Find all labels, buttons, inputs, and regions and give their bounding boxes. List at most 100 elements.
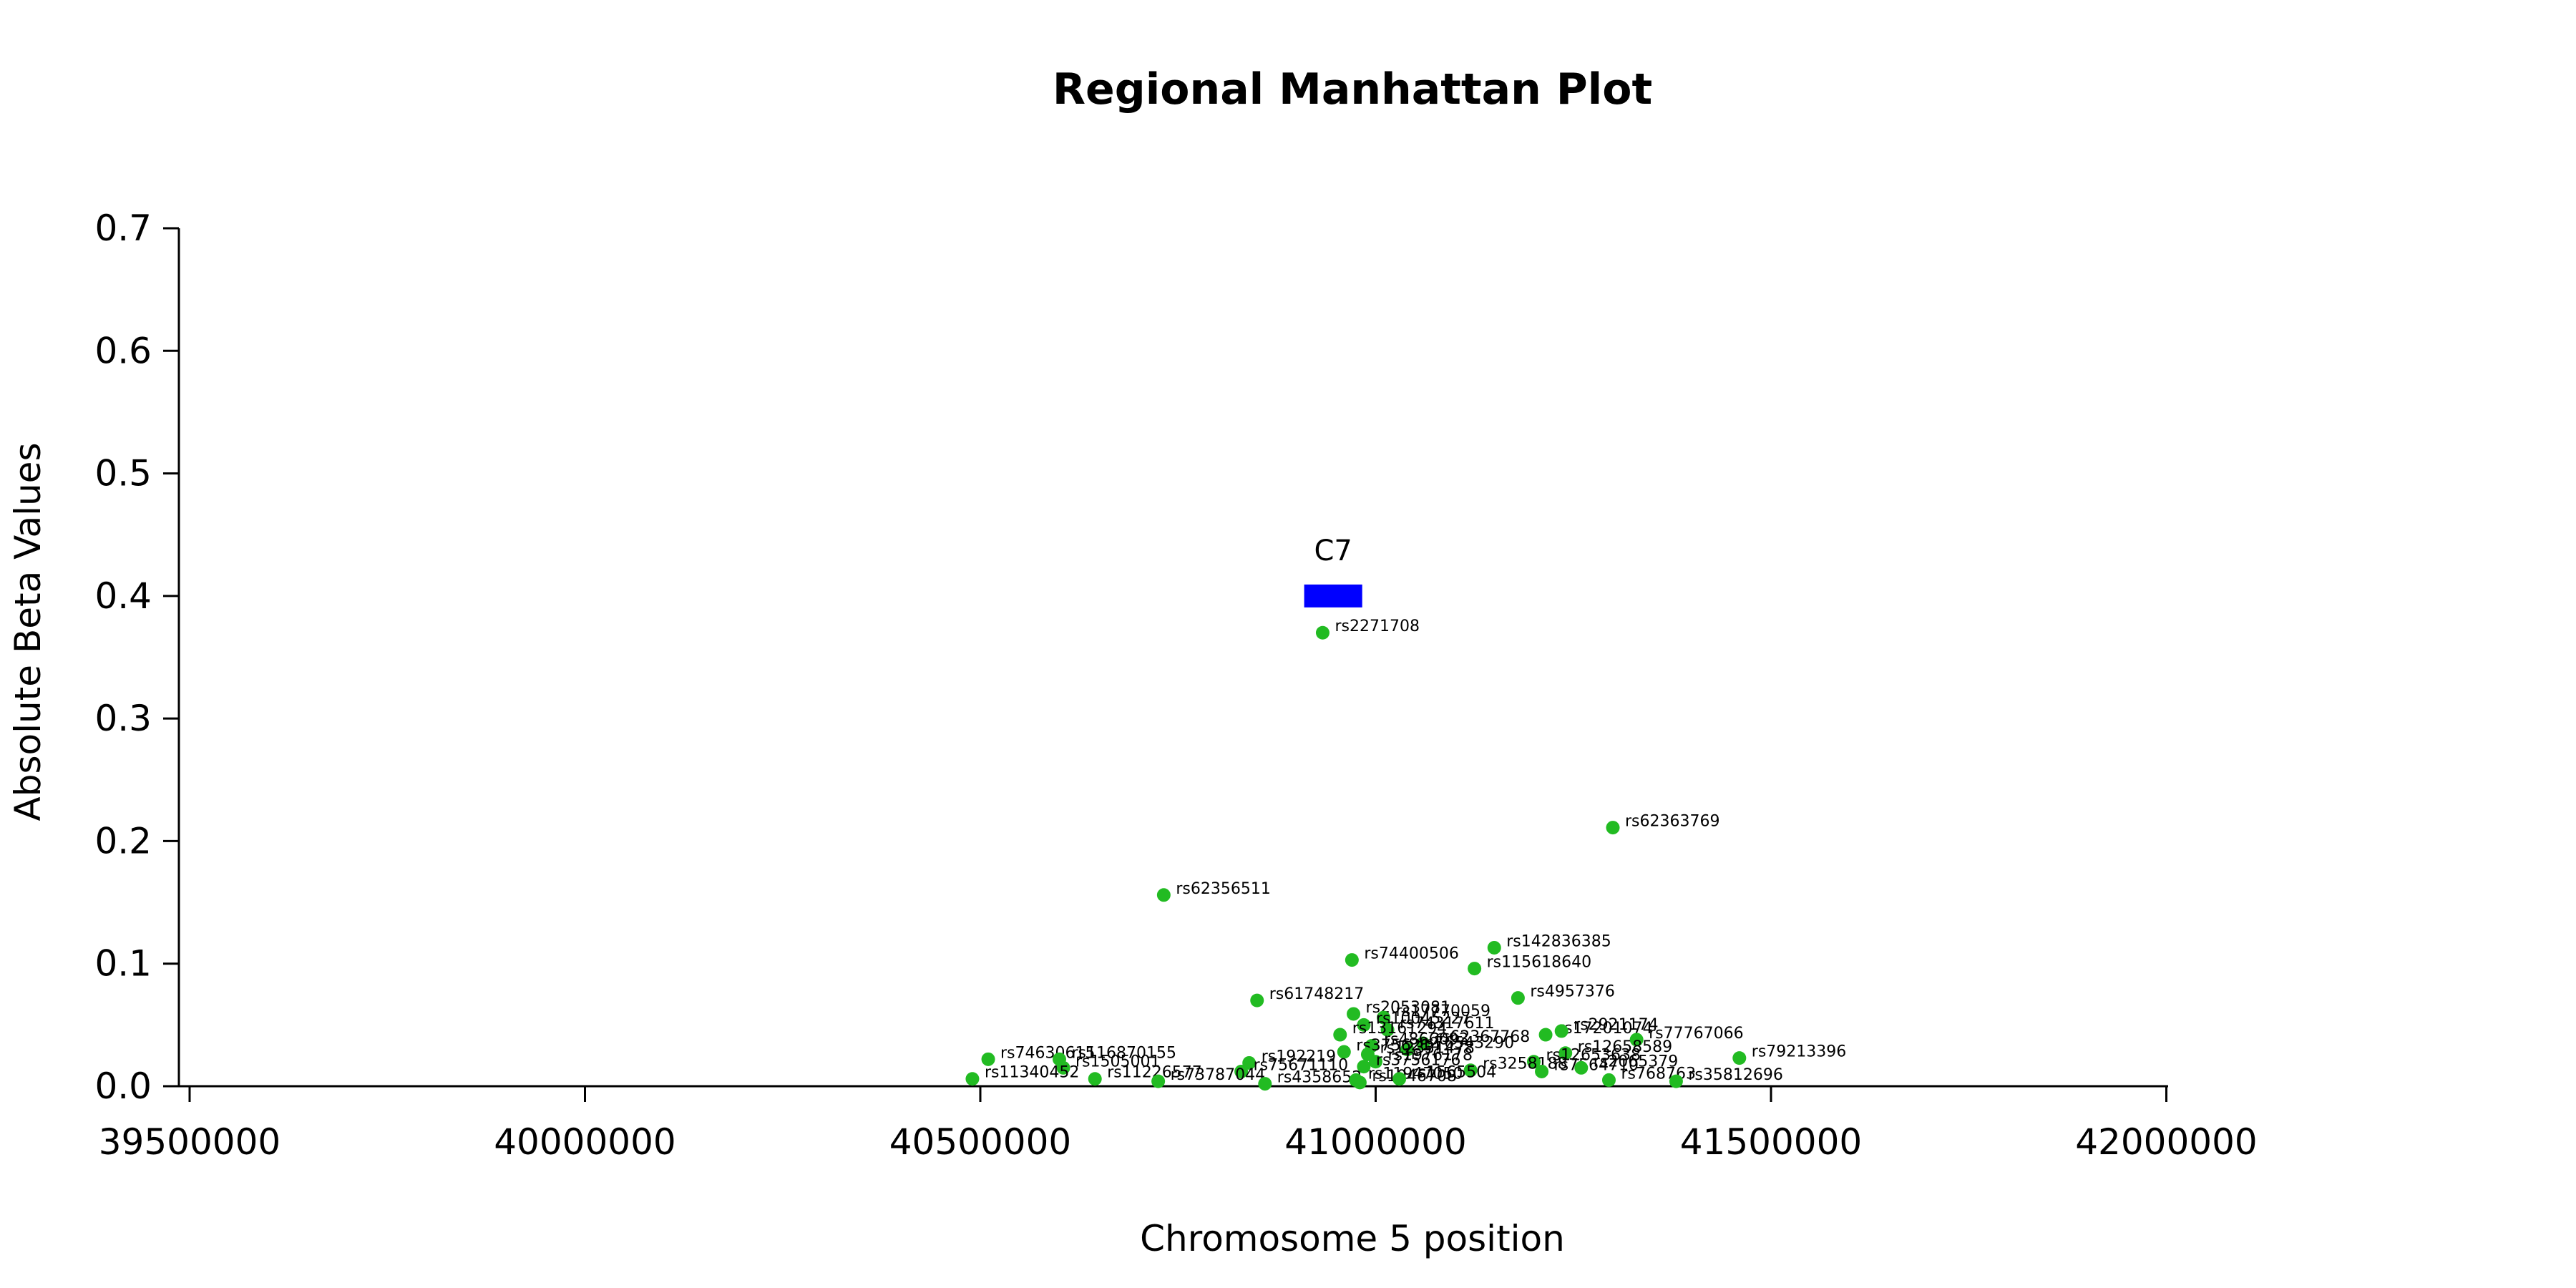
snp-point (1242, 1055, 1257, 1070)
snp-point (965, 1072, 980, 1086)
snp-label: rs73787044 (1171, 1066, 1265, 1084)
snp-label: rs115618640 (1487, 954, 1591, 972)
y-tick-label: 0.4 (94, 575, 152, 617)
snp-point (1315, 625, 1330, 640)
snp-point (1352, 1075, 1367, 1090)
snp-label: rs2065379 (1594, 1053, 1679, 1070)
snp-point (1369, 1055, 1382, 1069)
snp-point (1337, 1045, 1351, 1059)
snp-point (1400, 1043, 1415, 1057)
snp-label: rs76543290 (1420, 1035, 1514, 1053)
snp-point (1357, 1018, 1371, 1032)
x-ticks: 39500000 40000000 40500000 41000000 41500000… (99, 1086, 2258, 1163)
snp-label: rs1505001 (1075, 1053, 1161, 1070)
snp-label: rs17770059 (1396, 1002, 1491, 1020)
snp-points: rs2271708 rs62363769 rs62356511 rs142836385… (965, 618, 1846, 1091)
snp-label: rs4866093 (1384, 1030, 1469, 1048)
snp-label: rs3756176 (1376, 1052, 1461, 1070)
snp-point (1574, 1060, 1589, 1075)
y-tick-label: 0.5 (94, 453, 152, 494)
snp-point (1558, 1046, 1573, 1060)
snp-point (1357, 1060, 1371, 1074)
snp-point (1606, 821, 1620, 835)
snp-point (1088, 1072, 1102, 1086)
snp-label: rs2271708 (1335, 618, 1420, 635)
snp-label: rs12331478 (1380, 1039, 1474, 1057)
snp-point (1416, 1036, 1430, 1050)
snp-point (1347, 1007, 1361, 1021)
snp-label: rs192219 (1262, 1048, 1337, 1065)
snp-label: rs2921174 (1574, 1016, 1659, 1034)
snp-label: rs12653638 (1546, 1047, 1641, 1065)
snp-label: rs61748217 (1269, 985, 1364, 1003)
x-axis-label: Chromosome 5 position (1140, 1218, 1565, 1259)
snp-label: rs77767066 (1649, 1025, 1743, 1043)
snp-point (1156, 888, 1171, 902)
snp-point (1535, 1064, 1549, 1078)
snp-label: rs62356511 (1176, 880, 1270, 898)
y-tick-label: 0.6 (94, 330, 152, 371)
snp-label: rs74317611 (1400, 1015, 1494, 1033)
snp-point (1234, 1064, 1249, 1078)
snp-point (1345, 953, 1359, 967)
snp-point (1538, 1028, 1553, 1042)
snp-label: rs35812696 (1688, 1066, 1782, 1084)
snp-label: rs11947050 (1368, 1065, 1463, 1083)
snp-point (1250, 993, 1264, 1008)
snp-point (1463, 1063, 1478, 1078)
axes (177, 228, 2168, 1088)
snp-point (1377, 1010, 1391, 1025)
gene-bar (1304, 584, 1362, 608)
snp-label: rs142836385 (1506, 932, 1611, 950)
snp-label: rs79213396 (1752, 1043, 1846, 1061)
snp-label: rs116870155 (1072, 1044, 1176, 1062)
y-axis-label: Absolute Beta Values (7, 443, 49, 821)
snp-point (1056, 1060, 1070, 1075)
snp-point (1554, 1024, 1568, 1038)
snp-point (1258, 1077, 1272, 1091)
snp-point (1511, 991, 1525, 1005)
snp-label: rs62363769 (1625, 813, 1719, 831)
snp-point (1151, 1074, 1166, 1088)
snp-point (1601, 1073, 1616, 1087)
snp-point (981, 1052, 995, 1066)
gene-label: C7 (1314, 535, 1352, 567)
snp-label: rs768763 (1621, 1065, 1696, 1083)
y-tick-label: 0.0 (94, 1065, 152, 1107)
snp-label: rs13161294 (1352, 1020, 1447, 1038)
snp-point (1392, 1072, 1407, 1086)
snp-label: rs75671110 (1254, 1056, 1348, 1074)
y-ticks: 0.0 0.1 0.2 0.3 0.4 0.5 0.6 0.7 (94, 208, 179, 1107)
snp-label: rs74630615 (1000, 1044, 1095, 1062)
snp-label: rs11340452 (985, 1064, 1079, 1082)
snp-point (1527, 1055, 1541, 1069)
snp-point (1468, 962, 1482, 976)
chart-title: Regional Manhattan Plot (1053, 64, 1652, 114)
snp-label: rs4358652 (1277, 1069, 1362, 1087)
snp-point (1629, 1033, 1644, 1047)
x-tick-label: 40500000 (889, 1121, 1072, 1163)
snp-label: rs7564710 (1554, 1056, 1639, 1074)
x-tick-label: 41500000 (1680, 1121, 1863, 1163)
x-tick-label: 40000000 (494, 1121, 676, 1163)
snp-point (1487, 940, 1501, 955)
snp-label: rs4957376 (1530, 983, 1615, 1001)
snp-label: rs62367768 (1435, 1028, 1530, 1046)
x-tick-label: 41000000 (1284, 1121, 1467, 1163)
y-tick-label: 0.2 (94, 820, 152, 862)
snp-label: rs3258188 (1483, 1055, 1568, 1073)
snp-label: rs1976178 (1388, 1047, 1473, 1065)
snp-label: rs12658589 (1578, 1038, 1672, 1056)
snp-point (1333, 1028, 1347, 1042)
snp-point (1669, 1074, 1683, 1088)
snp-point (1732, 1051, 1747, 1065)
snp-label: rs74400506 (1364, 945, 1458, 963)
snp-label: rs1565504 (1412, 1064, 1496, 1082)
y-tick-label: 0.7 (94, 208, 152, 249)
snp-label: rs1046708 (1372, 1068, 1457, 1085)
gene-track: C7 (1304, 535, 1362, 608)
x-tick-label: 42000000 (2075, 1121, 2258, 1163)
y-tick-label: 0.3 (94, 698, 152, 739)
snp-point (1380, 1023, 1395, 1037)
